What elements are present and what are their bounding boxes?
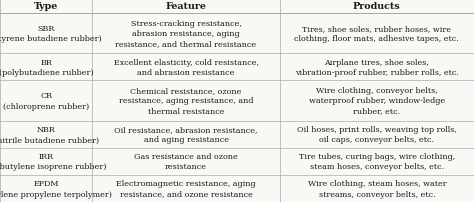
- Text: Wire clothing, steam hoses, water
streams, conveyor belts, etc.: Wire clothing, steam hoses, water stream…: [308, 180, 446, 198]
- Text: Oil hoses, print rolls, weaving top rolls,
oil caps, conveyor belts, etc.: Oil hoses, print rolls, weaving top roll…: [297, 126, 457, 144]
- Text: Type: Type: [34, 2, 58, 11]
- Text: Products: Products: [353, 2, 401, 11]
- Text: Feature: Feature: [165, 2, 207, 11]
- Text: NBR
(nitrile butadiene rubber): NBR (nitrile butadiene rubber): [0, 126, 99, 144]
- Text: Airplane tires, shoe soles,
vibration-proof rubber, rubber rolls, etc.: Airplane tires, shoe soles, vibration-pr…: [295, 58, 459, 76]
- Text: Chemical resistance, ozone
resistance, aging resistance, and
thermal resistance: Chemical resistance, ozone resistance, a…: [119, 87, 253, 115]
- Text: Gas resistance and ozone
resistance: Gas resistance and ozone resistance: [134, 153, 238, 171]
- Text: EPDM
(ethylene propylene terpolymer): EPDM (ethylene propylene terpolymer): [0, 180, 112, 198]
- Text: BR
(polybutadiene rubber): BR (polybutadiene rubber): [0, 58, 93, 76]
- Text: Wire clothing, conveyor belts,
waterproof rubber, window-ledge
rubber, etc.: Wire clothing, conveyor belts, waterproo…: [309, 87, 445, 115]
- Text: Tire tubes, curing bags, wire clothing,
steam hoses, conveyor belts, etc.: Tire tubes, curing bags, wire clothing, …: [299, 153, 455, 171]
- Text: Oil resistance, abrasion resistance,
and aging resistance: Oil resistance, abrasion resistance, and…: [114, 126, 258, 144]
- Text: Stress-cracking resistance,
abrasion resistance, aging
resistance, and thermal r: Stress-cracking resistance, abrasion res…: [116, 20, 256, 48]
- Text: Electromagnetic resistance, aging
resistance, and ozone resistance: Electromagnetic resistance, aging resist…: [116, 180, 256, 198]
- Text: Tires, shoe soles, rubber hoses, wire
clothing, floor mats, adhesive tapes, etc.: Tires, shoe soles, rubber hoses, wire cl…: [294, 25, 459, 43]
- Text: Excellent elasticity, cold resistance,
and abrasion resistance: Excellent elasticity, cold resistance, a…: [114, 58, 258, 76]
- Text: CR
(chloroprene rubber): CR (chloroprene rubber): [3, 92, 89, 110]
- Text: SBR
(styrene butadiene rubber): SBR (styrene butadiene rubber): [0, 25, 101, 43]
- Text: IRR
(isobutylene isoprene rubber): IRR (isobutylene isoprene rubber): [0, 153, 107, 171]
